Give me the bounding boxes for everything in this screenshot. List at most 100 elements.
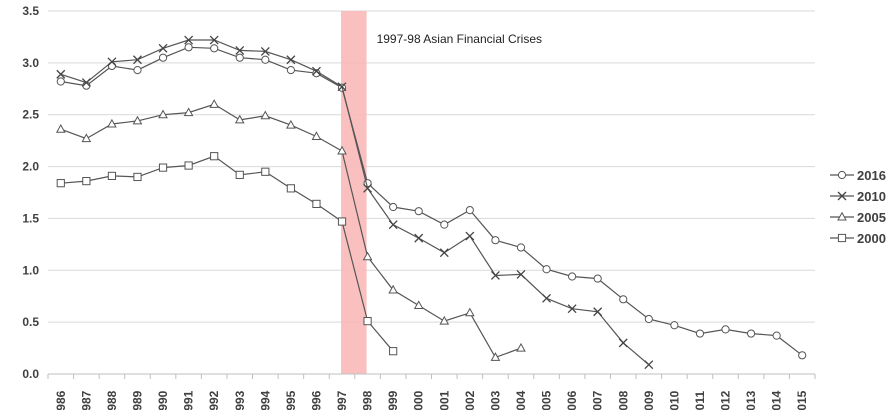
crisis-band-group: 1997-98 Asian Financial Crises xyxy=(341,11,542,374)
crisis-band xyxy=(341,11,367,374)
y-tick-label: 1.5 xyxy=(22,211,39,225)
x-tick-label: 2001 xyxy=(437,390,451,410)
x-tick-label: 1996 xyxy=(309,390,323,410)
marker-2000-1988 xyxy=(107,171,117,181)
marker-2016-2007 xyxy=(593,274,602,283)
series-group xyxy=(55,35,807,370)
marker-2005-2001 xyxy=(439,315,450,325)
marker-2016-1999 xyxy=(389,202,398,212)
x-tick-label: 1993 xyxy=(233,390,247,410)
marker-2005-1989 xyxy=(132,115,143,125)
x-tick-label: 1987 xyxy=(79,390,93,410)
marker-2005-2002 xyxy=(465,307,475,317)
marker-2005-2004 xyxy=(516,342,526,352)
marker-2010-2003 xyxy=(490,271,500,280)
y-tick-label: 3.5 xyxy=(22,4,39,18)
marker-2010-1988 xyxy=(107,57,117,67)
y-tick-label: 2.5 xyxy=(22,108,39,122)
marker-2010-1995 xyxy=(286,55,296,65)
marker-2005-1993 xyxy=(234,114,245,124)
marker-2010-1989 xyxy=(133,55,142,65)
marker-2016-1995 xyxy=(286,66,295,75)
marker-2016-2001 xyxy=(440,220,449,229)
marker-2005-1995 xyxy=(286,119,296,129)
legend-marker-square xyxy=(837,233,847,243)
x-tick-label: 2013 xyxy=(744,390,758,410)
series-2005 xyxy=(55,99,526,361)
marker-2016-2002 xyxy=(465,206,474,215)
marker-2010-1990 xyxy=(158,43,168,53)
marker-2016-2000 xyxy=(414,207,423,216)
legend-label: 2010 xyxy=(857,189,886,204)
marker-2005-1994 xyxy=(260,110,271,120)
marker-2016-2005 xyxy=(542,265,551,274)
marker-2005-1998 xyxy=(362,251,373,261)
y-tick-label: 2.0 xyxy=(22,160,39,174)
y-tick-label: 3.0 xyxy=(22,56,39,70)
x-tick-label: 1999 xyxy=(386,390,400,410)
marker-2010-1998 xyxy=(363,183,373,193)
y-tick-label: 0.0 xyxy=(22,367,39,381)
marker-2016-1986 xyxy=(56,77,65,86)
marker-2010-2009 xyxy=(644,360,654,370)
series-line-2016 xyxy=(60,46,803,356)
x-tick-label: 2003 xyxy=(488,390,502,410)
x-tick-label: 1991 xyxy=(182,390,196,410)
legend-marker-circle xyxy=(837,170,847,180)
x-tick-label: 2004 xyxy=(514,390,528,410)
x-tick-label: 2015 xyxy=(795,390,809,410)
marker-2005-1992 xyxy=(209,99,220,108)
x-tick-label: 1992 xyxy=(207,390,221,410)
marker-2000-1989 xyxy=(133,172,142,182)
x-tick-label: 2007 xyxy=(591,390,605,410)
marker-2016-2003 xyxy=(491,236,500,245)
marker-2010-2004 xyxy=(516,269,526,279)
legend-item-2000: 2000 xyxy=(830,231,886,246)
marker-2005-1990 xyxy=(158,109,168,119)
marker-2005-2000 xyxy=(413,300,424,310)
marker-2000-1999 xyxy=(389,347,398,356)
marker-2005-1996 xyxy=(311,131,322,140)
marker-2010-1986 xyxy=(56,69,66,79)
legend: 2016 2010 2005 2000 xyxy=(830,168,886,246)
series-2016 xyxy=(56,43,807,360)
marker-2010-1993 xyxy=(235,45,245,55)
legend-label: 2005 xyxy=(857,210,886,225)
marker-2010-1991 xyxy=(184,35,194,45)
series-line-2000 xyxy=(60,155,394,352)
marker-2000-1998 xyxy=(363,317,372,326)
marker-2005-1999 xyxy=(388,284,398,294)
marker-2000-1995 xyxy=(286,184,295,193)
marker-2016-2011 xyxy=(695,329,705,338)
legend-item-2016: 2016 xyxy=(830,168,886,183)
x-tick-label: 1998 xyxy=(361,390,375,410)
x-tick-label: 1995 xyxy=(284,390,298,410)
marker-2000-1990 xyxy=(158,163,168,172)
marker-2010-2008 xyxy=(618,338,628,348)
x-tick-label: 2009 xyxy=(642,390,656,410)
marker-2010-2000 xyxy=(414,233,424,243)
x-tick-label: 1990 xyxy=(156,390,170,410)
marker-2016-2015 xyxy=(798,351,807,360)
marker-2016-2008 xyxy=(619,295,628,304)
marker-2010-2006 xyxy=(567,304,577,314)
marker-2016-2010 xyxy=(670,321,679,330)
marker-2016-1990 xyxy=(158,53,168,62)
marker-2005-2003 xyxy=(490,352,501,361)
legend-marker-x xyxy=(837,191,847,201)
marker-2016-2012 xyxy=(721,325,730,334)
marker-2005-1997 xyxy=(337,145,347,155)
marker-2016-2006 xyxy=(568,272,577,281)
x-tick-label: 2012 xyxy=(719,390,733,410)
marker-2010-2007 xyxy=(593,307,603,317)
series-line-2010 xyxy=(60,39,650,366)
legend-item-2005: 2005 xyxy=(830,210,886,225)
x-tick-label: 2008 xyxy=(616,390,630,410)
legend-item-2010: 2010 xyxy=(830,189,886,204)
marker-2000-1996 xyxy=(312,199,321,209)
marker-2016-1991 xyxy=(184,43,193,52)
marker-2005-1991 xyxy=(183,107,194,117)
marker-2000-1987 xyxy=(82,176,91,186)
marker-2000-1997 xyxy=(337,217,347,226)
